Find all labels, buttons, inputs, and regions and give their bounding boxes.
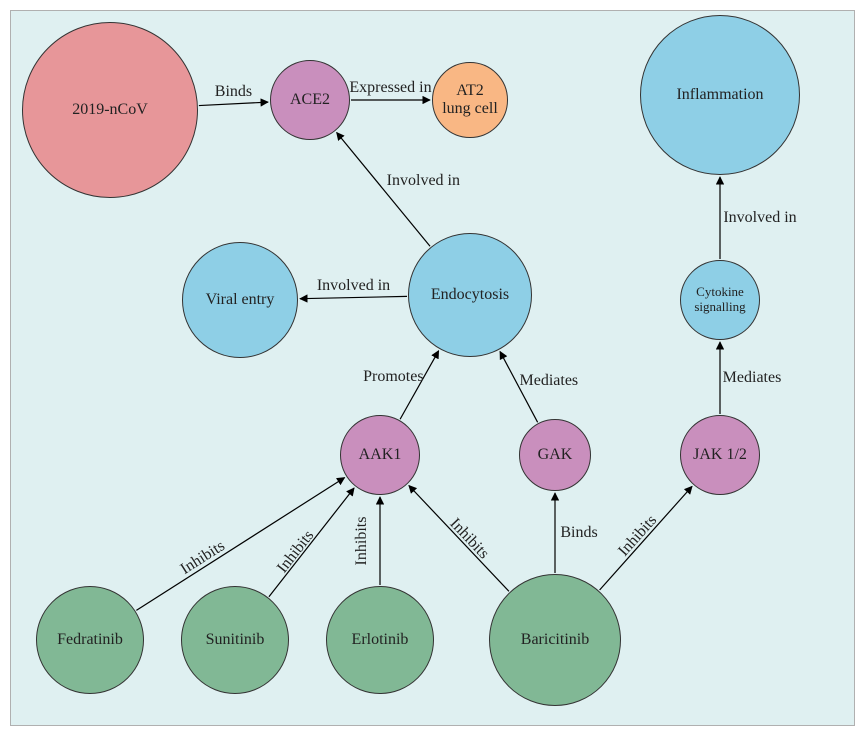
edge-label-ace2-at2: Expressed in [349, 79, 431, 97]
node-endo: Endocytosis [408, 233, 532, 357]
node-ncov: 2019-nCoV [22, 22, 198, 198]
node-label-ace2: ACE2 [290, 91, 330, 109]
node-label-gak: GAK [538, 446, 573, 464]
node-label-baricitinib: Baricitinib [521, 631, 589, 649]
edge-label-cyto-inflam: Involved in [723, 209, 796, 227]
edge-label-ncov-ace2: Binds [215, 83, 252, 101]
edge-label-erlotinib-aak1: Inhibits [353, 516, 371, 565]
node-at2: AT2 lung cell [432, 62, 508, 138]
node-erlotinib: Erlotinib [326, 586, 434, 694]
node-label-at2: AT2 lung cell [442, 82, 498, 119]
node-label-endo: Endocytosis [431, 286, 509, 304]
node-label-erlotinib: Erlotinib [352, 631, 409, 649]
edge-label-gak-endo: Mediates [520, 372, 579, 390]
node-label-viral: Viral entry [206, 291, 275, 309]
node-baricitinib: Baricitinib [489, 574, 621, 706]
node-label-inflam: Inflammation [676, 86, 763, 104]
edge-label-baricitinib-gak: Binds [560, 524, 597, 542]
node-jak: JAK 1/2 [680, 415, 760, 495]
node-cyto: Cytokine signalling [680, 260, 760, 340]
diagram-canvas: 2019-nCoV ACE2 AT2 lung cell Inflammation Vi… [0, 0, 865, 736]
edge-label-jak-cyto: Mediates [723, 369, 782, 387]
node-viral: Viral entry [182, 242, 298, 358]
node-label-jak: JAK 1/2 [693, 446, 747, 464]
edge-label-aak1-endo: Promotes [363, 368, 423, 386]
node-fedratinib: Fedratinib [36, 586, 144, 694]
node-sunitinib: Sunitinib [181, 586, 289, 694]
node-label-sunitinib: Sunitinib [206, 631, 265, 649]
edge-label-endo-viral: Involved in [317, 277, 390, 295]
node-label-cyto: Cytokine signalling [685, 285, 755, 315]
node-aak1: AAK1 [340, 415, 420, 495]
node-label-ncov: 2019-nCoV [72, 101, 148, 119]
node-ace2: ACE2 [270, 60, 350, 140]
node-gak: GAK [519, 419, 591, 491]
node-inflam: Inflammation [640, 15, 800, 175]
edge-label-endo-ace2: Involved in [387, 172, 460, 190]
node-label-aak1: AAK1 [359, 446, 402, 464]
node-label-fedratinib: Fedratinib [57, 631, 123, 649]
